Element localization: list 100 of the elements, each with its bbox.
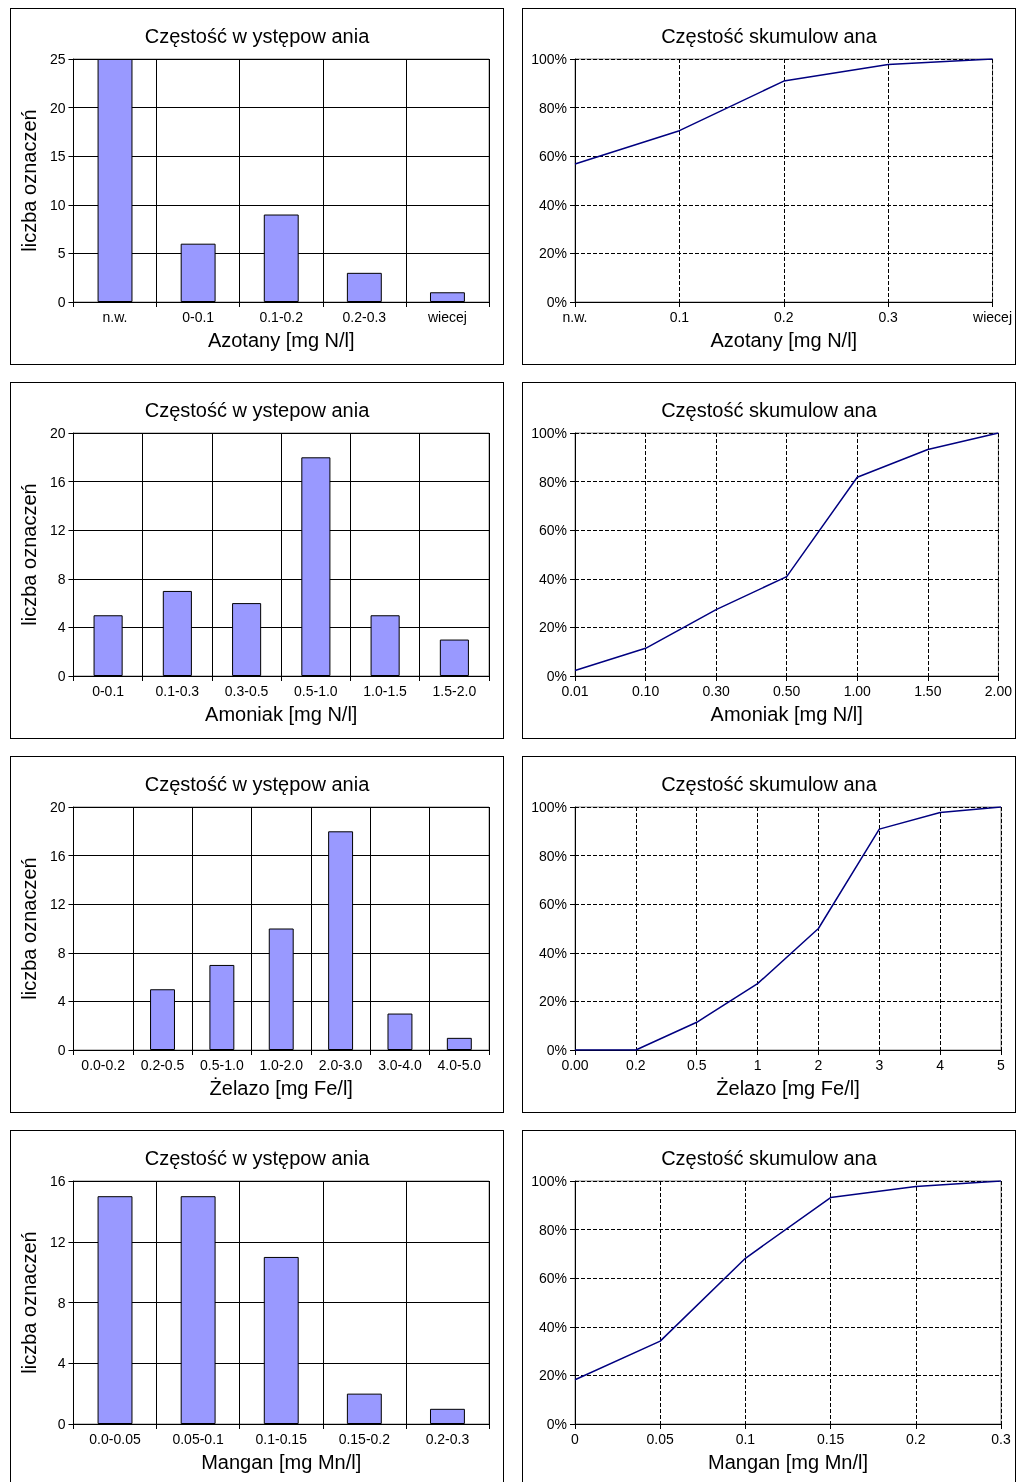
x-tick-label: 0.5-1.0 — [294, 683, 338, 699]
x-tick-label: 0.2-0.3 — [342, 309, 387, 325]
y-tick-label: 80% — [538, 847, 567, 864]
y-axis-title: liczba oznaczeń — [18, 857, 40, 1000]
x-tick-label: 3.0-4.0 — [378, 1057, 422, 1073]
x-tick-label: 0.10 — [631, 683, 660, 699]
x-tick-label: 0.3 — [991, 1431, 1011, 1447]
y-tick-label: 12 — [49, 1233, 66, 1250]
chart-title: Częstość skumulow ana — [661, 399, 878, 421]
x-tick-label: wiecej — [426, 309, 467, 325]
bar — [387, 1013, 413, 1050]
x-tick-label: 0-0.1 — [92, 683, 125, 699]
y-tick-label: 8 — [57, 570, 66, 587]
y-tick-label: 4 — [57, 619, 66, 636]
x-tick-label: 1.5-2.0 — [432, 683, 477, 699]
x-tick-label: 0.5 — [686, 1057, 707, 1073]
y-tick-label: 10 — [49, 196, 66, 213]
y-tick-label: 0% — [546, 1416, 567, 1432]
y-axis-title: liczba oznaczeń — [18, 109, 40, 252]
x-tick-label: 0.2 — [626, 1057, 646, 1073]
x-tick-label: 0.2-0.3 — [425, 1431, 470, 1447]
bar — [430, 292, 465, 302]
y-tick-label: 12 — [49, 522, 66, 539]
x-tick-label: n.w. — [102, 309, 128, 325]
chart-title: Częstość w ystepow ania — [144, 399, 371, 421]
y-tick-label: 20% — [538, 993, 567, 1010]
x-tick-label: 0.15 — [816, 1431, 845, 1447]
x-tick-label: 0.0-0.05 — [89, 1431, 141, 1447]
x-axis-title: Mangan [mg Mn/l] — [707, 1451, 869, 1473]
x-axis-title: Mangan [mg Mn/l] — [201, 1451, 362, 1473]
y-tick-label: 100% — [531, 425, 567, 441]
x-tick-label: 0.15-0.2 — [338, 1431, 391, 1447]
y-tick-label: 4 — [57, 993, 66, 1010]
y-tick-label: 40% — [538, 196, 567, 213]
y-tick-label: 0 — [57, 1416, 66, 1432]
x-tick-label: 5 — [997, 1057, 1006, 1073]
x-tick-label: 0.1 — [735, 1431, 756, 1447]
bar — [346, 272, 382, 302]
y-tick-label: 40% — [538, 1318, 567, 1335]
x-axis-title: Żelazo [mg Fe/l] — [209, 1077, 353, 1099]
x-tick-label: 0.2-0.5 — [140, 1057, 185, 1073]
bar — [346, 1393, 382, 1424]
x-axis-title: Azotany [mg N/l] — [207, 329, 355, 351]
x-tick-label: 4.0-5.0 — [437, 1057, 482, 1073]
x-tick-label: 0.1-0.2 — [259, 309, 304, 325]
y-tick-label: 20 — [49, 99, 66, 116]
y-tick-label: 4 — [57, 1355, 66, 1372]
chart-title: Częstość w ystępow ania — [144, 25, 371, 47]
x-tick-label: 0.0-0.2 — [81, 1057, 126, 1073]
x-axis-title: Amoniak [mg N/l] — [205, 703, 358, 725]
y-tick-label: 0 — [57, 668, 66, 684]
chart-title: Częstość skumulow ana — [661, 25, 878, 47]
chart-title: Częstość skumulow ana — [661, 1147, 878, 1169]
x-tick-label: wiecej — [972, 309, 1012, 325]
y-tick-label: 15 — [49, 148, 66, 165]
x-axis-title: Azotany [mg N/l] — [710, 329, 858, 351]
x-tick-label: 0.1-0.3 — [155, 683, 200, 699]
y-tick-label: 100% — [531, 799, 567, 815]
x-tick-label: n.w. — [562, 309, 588, 325]
x-tick-label: 0.3-0.5 — [224, 683, 269, 699]
y-tick-label: 0 — [57, 294, 66, 310]
y-tick-label: 20% — [538, 245, 567, 262]
y-tick-label: 8 — [57, 944, 66, 961]
y-tick-label: 0 — [57, 1042, 66, 1058]
x-tick-label: 2.00 — [984, 683, 1013, 699]
y-tick-label: 80% — [538, 473, 567, 490]
x-tick-label: 0.30 — [702, 683, 730, 699]
y-tick-label: 100% — [531, 51, 567, 67]
y-tick-label: 20 — [49, 425, 66, 441]
x-tick-label: 3 — [875, 1057, 884, 1073]
y-tick-label: 60% — [538, 148, 567, 165]
x-axis-title: Amoniak [mg N/l] — [710, 703, 863, 725]
x-axis-title: Żelazo [mg Fe/l] — [716, 1077, 860, 1099]
x-tick-label: 1.50 — [914, 683, 942, 699]
y-tick-label: 40% — [538, 570, 567, 587]
y-tick-label: 60% — [538, 896, 567, 913]
x-tick-label: 0.5-1.0 — [200, 1057, 244, 1073]
y-tick-label: 0% — [546, 294, 567, 310]
y-tick-label: 8 — [57, 1294, 66, 1311]
y-tick-label: 60% — [538, 522, 567, 539]
x-tick-label: 0.1 — [669, 309, 690, 325]
y-axis-title: liczba oznaczeń — [18, 1231, 40, 1374]
y-tick-label: 16 — [49, 473, 66, 490]
x-tick-label: 0-0.1 — [182, 309, 215, 325]
y-tick-label: 60% — [538, 1270, 567, 1287]
x-tick-label: 0.2 — [774, 309, 794, 325]
y-tick-label: 16 — [49, 1173, 66, 1189]
x-tick-label: 0.2 — [906, 1431, 926, 1447]
x-tick-label: 1 — [753, 1057, 762, 1073]
x-tick-label: 0.00 — [561, 1057, 589, 1073]
x-tick-label: 0.50 — [773, 683, 801, 699]
y-tick-label: 16 — [49, 847, 66, 864]
x-tick-label: 1.0-2.0 — [259, 1057, 304, 1073]
y-tick-label: 40% — [538, 944, 567, 961]
y-tick-label: 5 — [57, 245, 66, 262]
x-tick-label: 4 — [936, 1057, 945, 1073]
x-tick-label: 1.00 — [843, 683, 872, 699]
x-tick-label: 0.3 — [878, 309, 899, 325]
chart-title: Częstość w ystępow ania — [144, 1147, 371, 1169]
y-tick-label: 20% — [538, 619, 567, 636]
